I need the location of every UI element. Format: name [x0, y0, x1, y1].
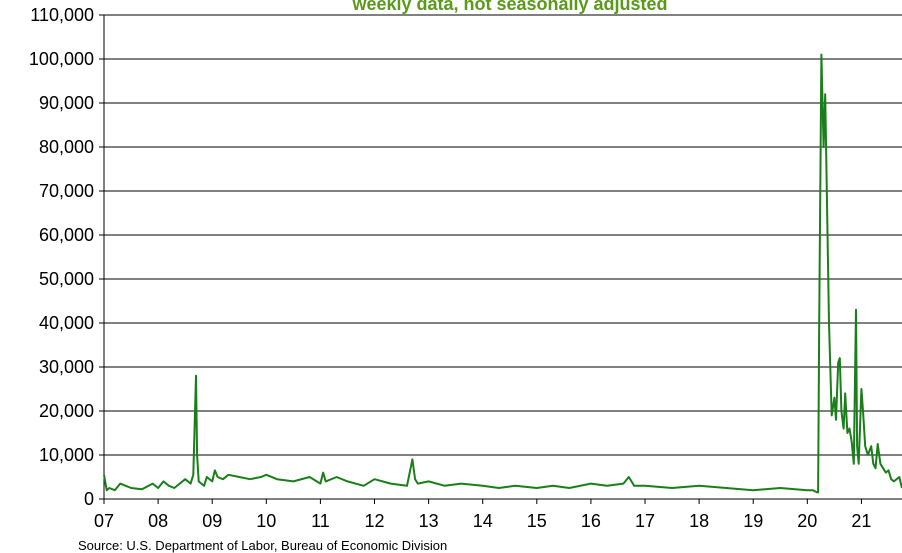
x-tick-label: 20	[797, 511, 817, 531]
series-layer	[103, 53, 902, 494]
y-tick-label: 10,000	[39, 445, 94, 465]
x-tick-label: 07	[94, 511, 114, 531]
gridlines	[104, 14, 902, 456]
x-tick-label: 16	[581, 511, 601, 531]
series-line	[103, 53, 902, 494]
x-tick-label: 18	[689, 511, 709, 531]
y-tick-label: 50,000	[39, 269, 94, 289]
y-tick-label: 100,000	[29, 49, 94, 69]
x-tick-label: 21	[851, 511, 871, 531]
x-tick-label: 09	[202, 511, 222, 531]
y-tick-label: 70,000	[39, 181, 94, 201]
x-tick-label: 19	[743, 511, 763, 531]
y-tick-label: 40,000	[39, 313, 94, 333]
y-tick-label: 80,000	[39, 137, 94, 157]
x-tick-label: 13	[419, 511, 439, 531]
x-tick-label: 08	[148, 511, 168, 531]
chart-subtitle: weekly data, not seasonally adjusted	[352, 0, 668, 14]
source-note: Source: U.S. Department of Labor, Bureau…	[78, 538, 448, 553]
y-tick-label: 60,000	[39, 225, 94, 245]
y-tick-label: 20,000	[39, 401, 94, 421]
y-axis-tick-labels: 0 10,000 20,000 30,000 40,000 50,000 60,000 70,…	[29, 5, 94, 509]
axes	[99, 14, 902, 504]
y-tick-label: 110,000	[30, 5, 94, 25]
x-axis-tick-labels: 07 08 09 10 11 12 13 14 15 16 17 18 19 20 21	[94, 511, 871, 531]
x-tick-label: 10	[256, 511, 276, 531]
x-tick-label: 15	[527, 511, 547, 531]
x-tick-label: 14	[473, 511, 493, 531]
y-tick-label: 0	[84, 489, 94, 509]
x-tick-label: 11	[311, 511, 330, 531]
x-tick-label: 12	[364, 511, 384, 531]
y-tick-label: 90,000	[39, 93, 94, 113]
x-tick-label: 17	[635, 511, 655, 531]
y-tick-label: 30,000	[39, 357, 94, 377]
